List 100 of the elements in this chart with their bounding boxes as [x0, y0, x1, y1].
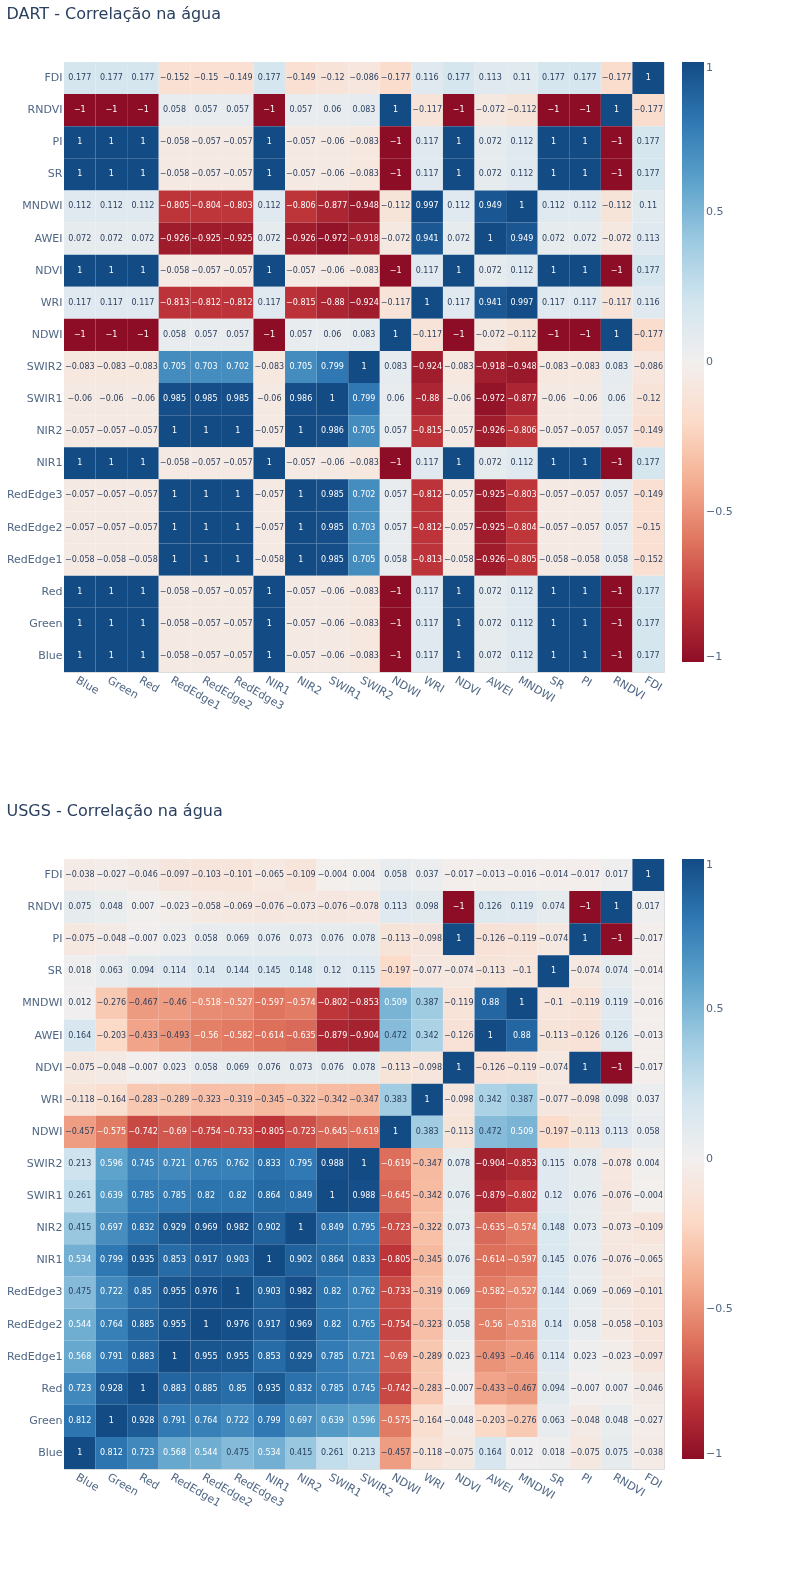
y-tick-label: AWEI — [34, 1028, 63, 1042]
data-label: 1 — [298, 554, 304, 564]
color-bar-label: −0.5 — [706, 1302, 733, 1315]
data-label: 0.057 — [605, 490, 629, 500]
data-label: −0.06 — [67, 394, 93, 404]
data-label: 0.702 — [352, 490, 376, 500]
data-label: −0.097 — [633, 1351, 664, 1361]
data-label: −0.016 — [507, 870, 537, 880]
data-label: 0.057 — [289, 105, 313, 115]
data-label: 0.072 — [257, 233, 281, 243]
data-label: −0.742 — [128, 1126, 158, 1136]
color-bar-label: −1 — [706, 1447, 723, 1460]
y-tick-label: RedEdge3 — [6, 488, 63, 502]
data-label: 1 — [108, 618, 114, 628]
data-label: −0.06 — [320, 169, 345, 179]
data-label: 0.072 — [99, 233, 123, 243]
data-label: −1 — [610, 458, 623, 468]
data-label: 0.073 — [289, 1062, 313, 1072]
data-label: 0.177 — [636, 650, 660, 660]
data-label: −0.058 — [601, 1319, 632, 1329]
data-label: −0.058 — [159, 458, 190, 468]
data-label: −0.057 — [191, 169, 221, 179]
data-label: −0.06 — [320, 458, 345, 468]
data-label: 0.902 — [257, 1223, 281, 1233]
data-label: 0.745 — [352, 1383, 376, 1393]
data-label: −0.007 — [128, 934, 158, 944]
data-label: 0.928 — [99, 1383, 123, 1393]
data-label: −0.109 — [286, 870, 316, 880]
data-label: −0.057 — [286, 265, 316, 275]
data-label: 0.057 — [226, 105, 250, 115]
data-label: 0.12 — [544, 1191, 563, 1201]
data-label: −0.098 — [412, 934, 442, 944]
data-label: −0.635 — [286, 1030, 316, 1040]
data-label: −0.103 — [191, 870, 221, 880]
data-label: 0.072 — [478, 169, 502, 179]
data-label: −0.013 — [633, 1030, 664, 1040]
data-label: 0.596 — [352, 1415, 376, 1425]
data-label: −0.072 — [475, 329, 506, 339]
data-label: 1 — [298, 490, 304, 500]
data-label: −0.058 — [159, 650, 190, 660]
data-label: 0.799 — [320, 362, 344, 371]
data-label: −0.117 — [412, 329, 442, 339]
data-label: −0.815 — [286, 297, 316, 307]
data-label: −0.057 — [538, 522, 569, 532]
data-label: 1 — [550, 650, 557, 660]
data-label: 0.072 — [447, 233, 471, 243]
data-label: 0.833 — [257, 1159, 281, 1168]
data-label: −1 — [389, 650, 402, 660]
data-label: 0.076 — [447, 1255, 471, 1265]
data-label: 0.765 — [194, 1159, 218, 1168]
data-label: −0.057 — [64, 490, 95, 500]
data-label: −0.742 — [380, 1383, 411, 1393]
data-label: −1 — [610, 137, 623, 147]
data-label: 0.113 — [636, 233, 660, 243]
data-label: −0.083 — [349, 169, 379, 179]
data-label: −0.098 — [443, 1094, 474, 1104]
y-tick-label: FDI — [44, 868, 63, 882]
data-label: −1 — [389, 586, 402, 596]
data-label: 0.057 — [605, 522, 629, 532]
data-label: 0.785 — [131, 1191, 155, 1201]
data-label: 0.88 — [512, 1030, 531, 1040]
data-label: −0.057 — [191, 586, 221, 596]
data-label: −1 — [452, 329, 465, 339]
data-label: 0.764 — [194, 1415, 218, 1425]
data-label: −0.083 — [349, 618, 379, 628]
data-label: −0.078 — [349, 902, 379, 912]
data-label: −0.058 — [443, 554, 474, 564]
data-label: −0.1 — [543, 998, 564, 1008]
data-label: −0.046 — [128, 870, 158, 880]
data-label: 0.928 — [131, 1415, 155, 1425]
data-label: −0.149 — [286, 73, 316, 83]
data-label: 0.883 — [131, 1351, 155, 1361]
color-bar-label: 0 — [706, 1152, 713, 1165]
data-label: −0.057 — [286, 137, 316, 147]
data-label: 0.017 — [636, 902, 660, 912]
data-label: −0.345 — [412, 1255, 442, 1265]
data-label: −1 — [610, 586, 623, 596]
data-label: 0.703 — [194, 362, 218, 371]
data-label: −0.805 — [159, 201, 190, 211]
data-label: −0.149 — [222, 73, 253, 83]
data-label: 0.917 — [257, 1319, 281, 1329]
data-label: 0.596 — [99, 1159, 123, 1168]
data-label: 1 — [393, 329, 399, 339]
data-label: 0.144 — [226, 966, 250, 976]
data-label: −1 — [389, 137, 402, 147]
data-label: 0.117 — [68, 297, 92, 307]
data-label: 1 — [456, 618, 462, 628]
data-label: 0.261 — [68, 1191, 92, 1201]
data-label: 1 — [614, 329, 620, 339]
data-label: −0.058 — [96, 554, 127, 564]
data-label: 0.072 — [478, 458, 502, 468]
data-label: 0.112 — [510, 458, 534, 468]
data-label: −0.433 — [128, 1030, 158, 1040]
data-label: −0.057 — [286, 618, 316, 628]
data-label: 1 — [77, 137, 83, 147]
data-label: 0.076 — [447, 1191, 471, 1201]
data-label: −0.323 — [191, 1094, 221, 1104]
data-label: 0.177 — [636, 458, 660, 468]
data-label: 0.955 — [163, 1319, 186, 1329]
data-label: 0.969 — [289, 1319, 313, 1329]
